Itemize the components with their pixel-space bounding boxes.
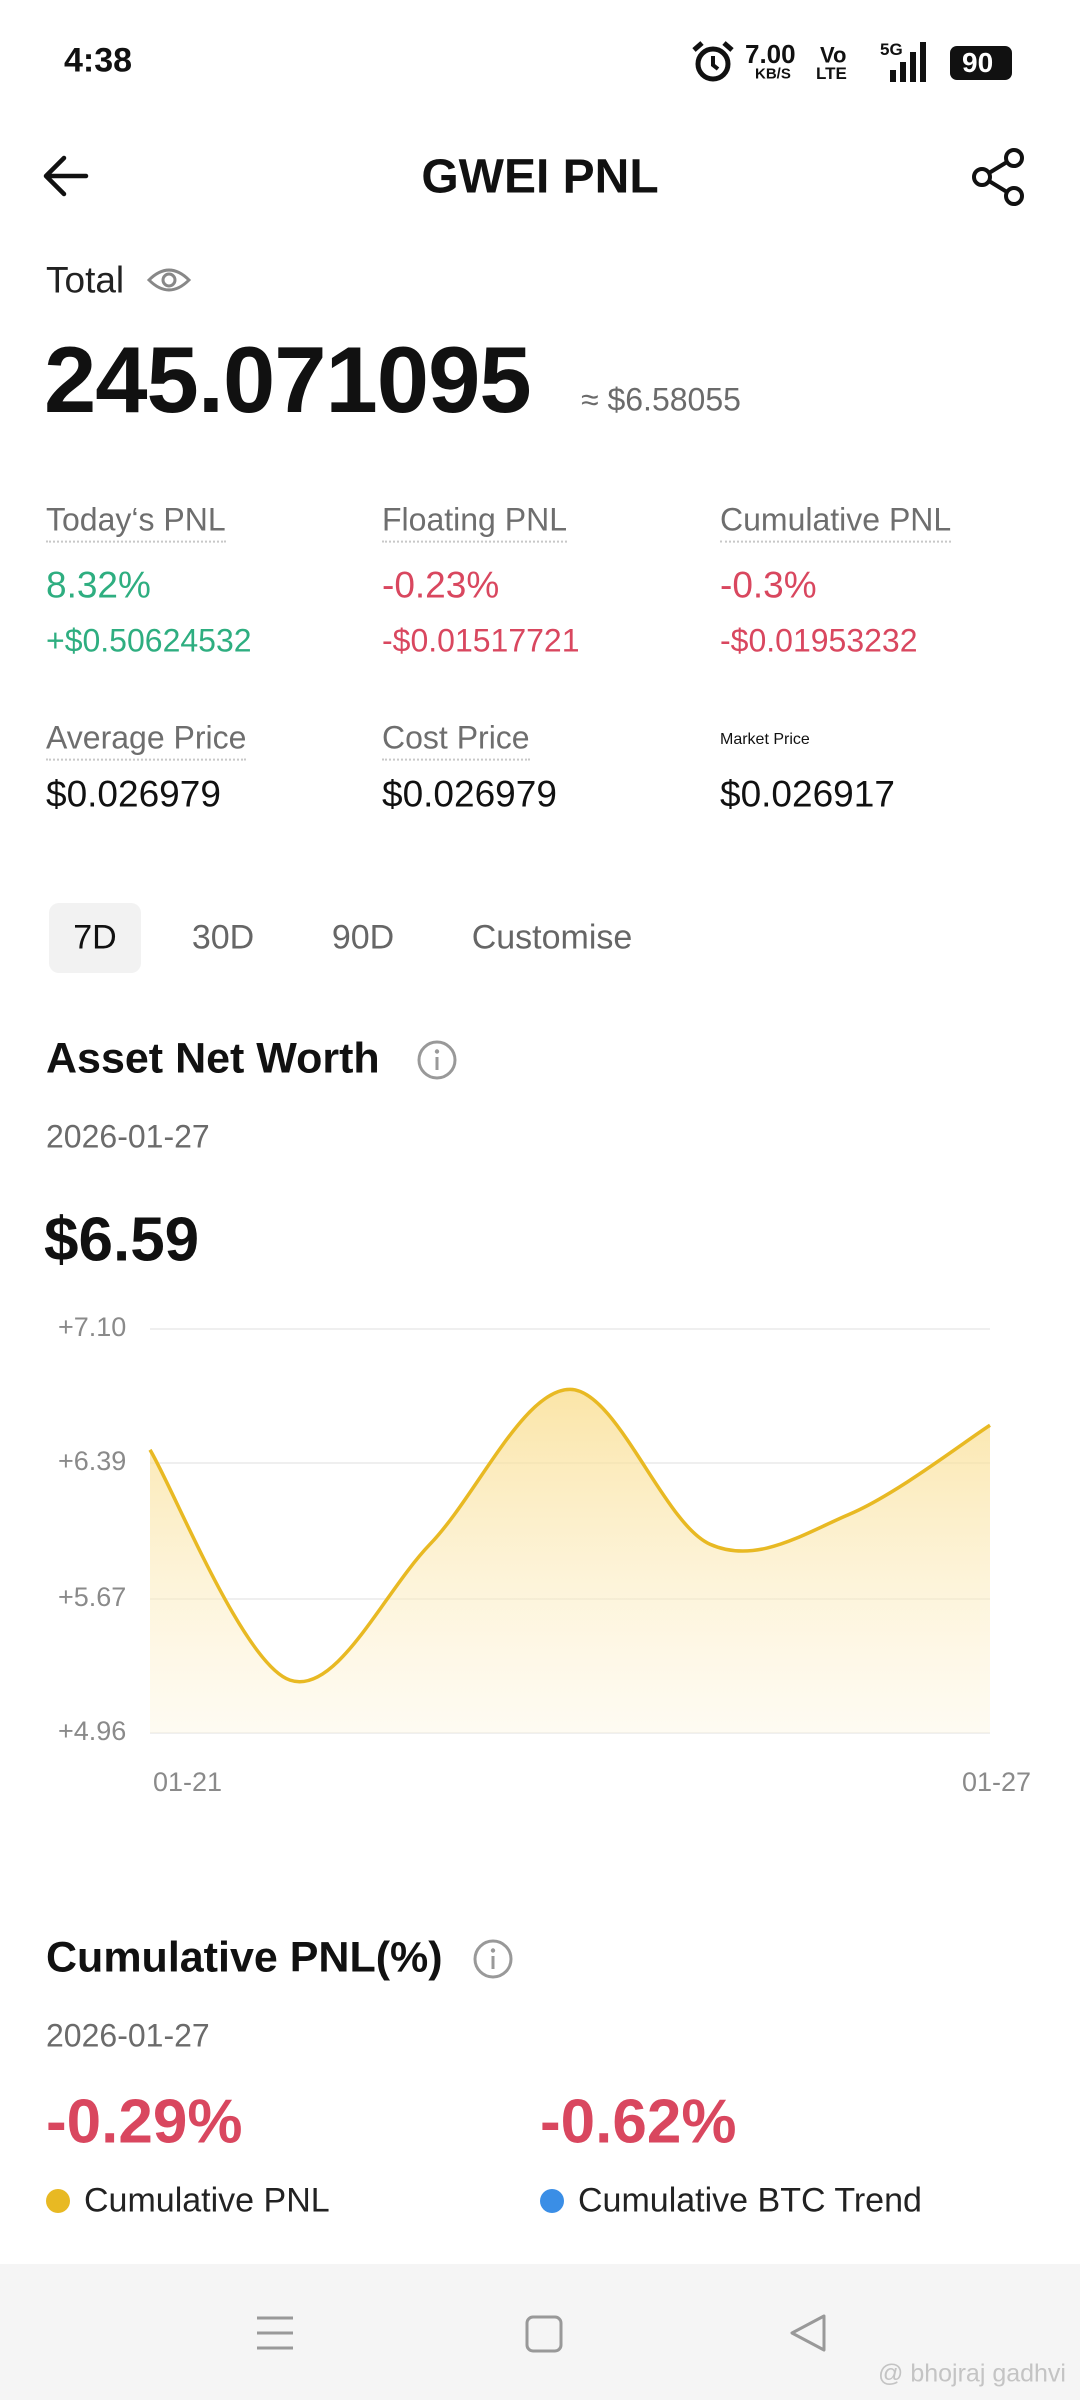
period-tab[interactable]: Customise — [471, 918, 633, 957]
status-time: 4:38 — [64, 41, 133, 80]
y-tick-label: +5.67 — [58, 1582, 126, 1612]
price-label: Market Price — [720, 730, 810, 748]
stat-sub: -$0.01517721 — [382, 622, 580, 659]
price-value: $0.026979 — [46, 773, 221, 815]
nav-home[interactable] — [524, 2314, 564, 2354]
period-tab[interactable]: 90D — [331, 918, 395, 957]
legend-dot — [540, 2189, 564, 2213]
total-approx: ≈ $6.58055 — [581, 381, 741, 418]
tab-selected-bg — [49, 903, 141, 973]
cumulative-value: -0.29% — [46, 2087, 243, 2157]
stat-value: -0.3% — [720, 564, 817, 606]
stat-label: Today‘s PNL — [46, 502, 226, 543]
network-type: 5G — [880, 40, 903, 60]
info-icon[interactable] — [416, 1039, 458, 1081]
price-label: Cost Price — [382, 720, 530, 761]
volte-top: Vo — [820, 42, 847, 68]
stat-value: 8.32% — [46, 564, 151, 606]
alarm-icon — [692, 41, 734, 82]
section-title: Cumulative PNL(%) — [46, 1933, 443, 1982]
watermark: @ bhojraj gadhvi — [878, 2359, 1066, 2388]
speed: 7.00 — [745, 39, 796, 70]
nav-back[interactable] — [788, 2312, 828, 2354]
page-title: GWEI PNL — [421, 150, 659, 204]
stat-value: -0.23% — [382, 564, 500, 606]
stat-label: Cumulative PNL — [720, 502, 952, 543]
total-label: Total — [46, 259, 125, 301]
y-tick-label: +7.10 — [58, 1312, 126, 1342]
period-tab[interactable]: 30D — [191, 918, 255, 957]
legend-label: Cumulative PNL — [84, 2181, 330, 2220]
volte-bottom: LTE — [816, 64, 847, 84]
cumulative-value: -0.62% — [540, 2087, 737, 2157]
x-tick-label: 01-27 — [962, 1767, 1031, 1797]
date: 2026-01-27 — [46, 2017, 210, 2054]
signal-icon — [890, 42, 926, 82]
info-icon[interactable] — [472, 1938, 514, 1980]
speed-unit: KB/S — [755, 65, 791, 83]
price-value: $0.026917 — [720, 773, 895, 815]
price-value: $0.026979 — [382, 773, 557, 815]
legend-label: Cumulative BTC Trend — [578, 2181, 922, 2220]
total-amount: 245.071095 — [44, 326, 532, 432]
nav-bar — [0, 2264, 1080, 2400]
period-tab[interactable]: 7D — [73, 918, 117, 957]
stat-label: Floating PNL — [382, 502, 567, 543]
price-label: Average Price — [46, 720, 247, 761]
x-tick-label: 01-21 — [153, 1767, 222, 1797]
section-title: Asset Net Worth — [46, 1034, 380, 1083]
area-fill — [150, 1389, 990, 1733]
nav-menu[interactable] — [255, 2313, 295, 2353]
stat-sub: -$0.01953232 — [720, 622, 918, 659]
y-tick-label: +4.96 — [58, 1716, 126, 1746]
net-worth-value: $6.59 — [44, 1205, 200, 1275]
share-button[interactable] — [970, 148, 1028, 206]
stat-sub: +$0.50624532 — [46, 622, 252, 659]
battery — [950, 46, 1012, 80]
y-tick-label: +6.39 — [58, 1446, 126, 1476]
battery-level: 90 — [962, 46, 994, 78]
back-button[interactable] — [40, 152, 92, 200]
line-chart: +7.10 +6.39 +5.67 +4.96 01-21 01-27 — [58, 1312, 1031, 1797]
line — [148, 1387, 991, 1684]
legend-dot — [46, 2189, 70, 2213]
visibility-toggle[interactable] — [146, 262, 192, 298]
date: 2026-01-27 — [46, 1118, 210, 1155]
